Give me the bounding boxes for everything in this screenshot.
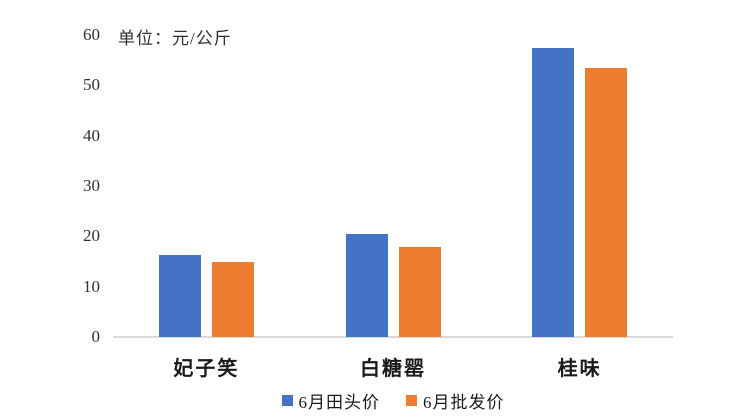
x-axis-line — [113, 336, 673, 338]
legend-label-wholesale-price: 6月批发价 — [423, 393, 505, 412]
bar-series2-cat2 — [398, 247, 441, 337]
bar-series2-cat3 — [585, 67, 628, 337]
legend-item-field-price: 6月田头价 — [281, 388, 381, 413]
legend-swatch-wholesale-price — [406, 395, 417, 406]
bar-series2-cat1 — [211, 261, 254, 337]
y-tick-label: 50 — [83, 75, 100, 95]
bar-series1-cat3 — [532, 47, 575, 337]
y-tick-label: 40 — [83, 125, 100, 145]
bar-series1-cat1 — [158, 254, 201, 337]
legend-label-field-price: 6月田头价 — [298, 393, 380, 412]
y-axis: 0 10 20 30 40 50 60 — [0, 0, 100, 418]
category-label: 桂味 — [557, 358, 602, 380]
unit-label: 单位：元/公斤 — [118, 29, 232, 48]
y-tick-label: 0 — [91, 327, 101, 346]
legend-swatch-field-price — [281, 395, 293, 406]
legend-item-wholesale-price: 6月批发价 — [406, 388, 505, 413]
y-tick-label: 30 — [83, 176, 100, 195]
category-label: 妃子笑 — [173, 358, 240, 380]
y-tick-label: 10 — [83, 276, 100, 296]
y-tick-label: 20 — [83, 226, 100, 246]
category-label: 白糖罂 — [360, 358, 426, 380]
legend: 6月田头价 6月批发价 — [113, 388, 673, 413]
bar-series1-cat2 — [345, 233, 388, 337]
y-tick-label: 60 — [83, 25, 100, 44]
